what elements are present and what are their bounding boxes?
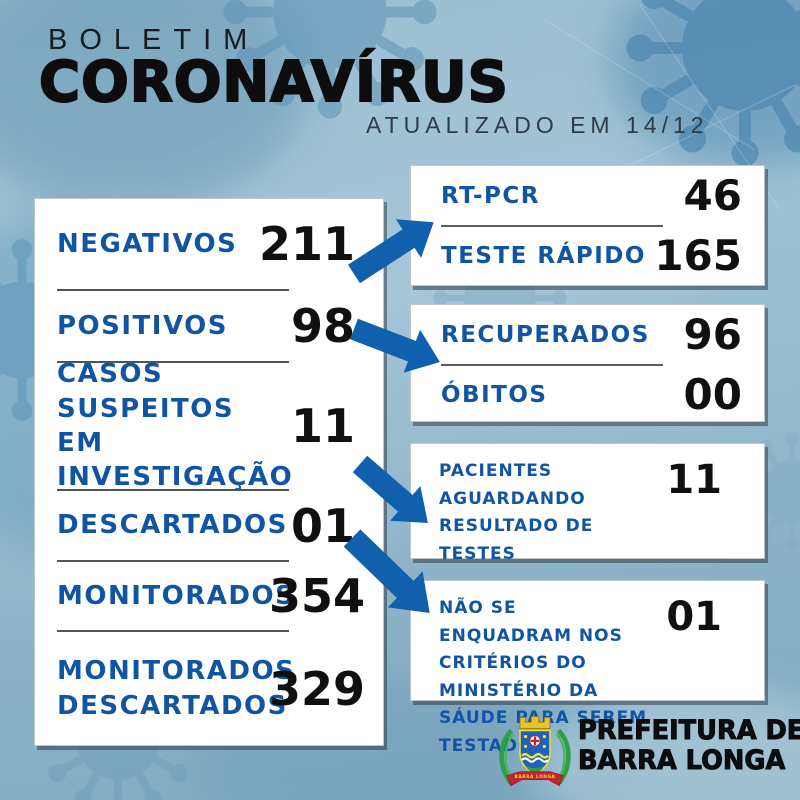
organization-name: PREFEITURA DE BARRA LONGA (578, 715, 800, 777)
stat-label: RT-PCR (441, 182, 540, 209)
stat-label: TESTE RÁPIDO (441, 242, 646, 269)
stat-value: 11 (666, 457, 722, 503)
stat-label: PACIENTES AGUARDANDO RESULTADO DE TESTES (439, 461, 594, 564)
stat-value: 00 (683, 370, 742, 419)
stat-value: 01 (290, 498, 355, 553)
stat-label: NÃO SE ENQUADRAM NOS CRITÉRIOS DO MINIST… (439, 598, 648, 756)
barra-longa-coat-of-arms: BARRA LONGA (499, 716, 571, 787)
awaiting-results-panel: PACIENTES AGUARDANDO RESULTADO DE TESTES… (410, 443, 765, 564)
stat-row-monitorados: MONITORADOS 354 (35, 562, 383, 630)
stat-row-suspeitos: CASOS SUSPEITOS EM INVESTIGAÇÃO 11 (35, 359, 383, 492)
crest-banner-text: BARRA LONGA (515, 774, 556, 780)
stat-row-criterios: NÃO SE ENQUADRAM NOS CRITÉRIOS DO MINIST… (411, 581, 764, 756)
stat-value: 01 (666, 594, 722, 640)
stat-row-negativos: NEGATIVOS 211 (35, 199, 383, 289)
stat-label: RECUPERADOS (441, 321, 650, 348)
organization-name-line2: BARRA LONGA (578, 745, 786, 777)
stat-value: 98 (290, 299, 355, 353)
stat-value: 211 (258, 217, 355, 271)
stat-row-recuperados: RECUPERADOS 96 (411, 305, 764, 364)
updated-date: ATUALIZADO EM 14/12 (366, 112, 709, 138)
criteria-panel: NÃO SE ENQUADRAM NOS CRITÉRIOS DO MINIST… (410, 580, 765, 756)
stat-label: MONITORADOS (57, 580, 296, 611)
stat-label: NEGATIVOS (57, 228, 238, 259)
stat-row-positivos: POSITIVOS 98 (35, 291, 383, 361)
stat-value: 96 (683, 310, 742, 359)
stat-label: DESCARTADOS (57, 510, 288, 541)
stat-row-monitorados-descartados: MONITORADOS DESCARTADOS 329 (35, 632, 383, 745)
stat-value: 165 (654, 231, 742, 280)
stat-label: ÓBITOS (441, 381, 548, 408)
stat-value: 354 (269, 569, 366, 623)
separator (57, 560, 289, 562)
summary-panel: NEGATIVOS 211 POSITIVOS 98 CASOS SUSPEIT… (34, 198, 384, 746)
stat-row-obitos: ÓBITOS 00 (411, 366, 764, 423)
separator (57, 630, 289, 632)
tests-panel: RT-PCR 46 TESTE RÁPIDO 165 (410, 165, 765, 286)
stat-value: 11 (290, 399, 355, 453)
stat-value: 46 (683, 171, 742, 220)
stat-value: 329 (269, 661, 366, 716)
stat-row-rtpcr: RT-PCR 46 (411, 166, 764, 225)
separator (441, 225, 663, 227)
organization-name-line1: PREFEITURA DE (578, 715, 800, 746)
stat-row-aguardando: PACIENTES AGUARDANDO RESULTADO DE TESTES… (411, 444, 764, 564)
stat-label: POSITIVOS (57, 310, 228, 341)
stat-row-teste-rapido: TESTE RÁPIDO 165 (411, 227, 764, 284)
stat-label: MONITORADOS DESCARTADOS (57, 656, 296, 721)
outcomes-panel: RECUPERADOS 96 ÓBITOS 00 (410, 304, 765, 422)
bulletin-title: CORONAVÍRUS (38, 49, 509, 116)
stat-label: CASOS SUSPEITOS EM INVESTIGAÇÃO (57, 359, 294, 493)
stat-row-descartados: DESCARTADOS 01 (35, 491, 383, 560)
